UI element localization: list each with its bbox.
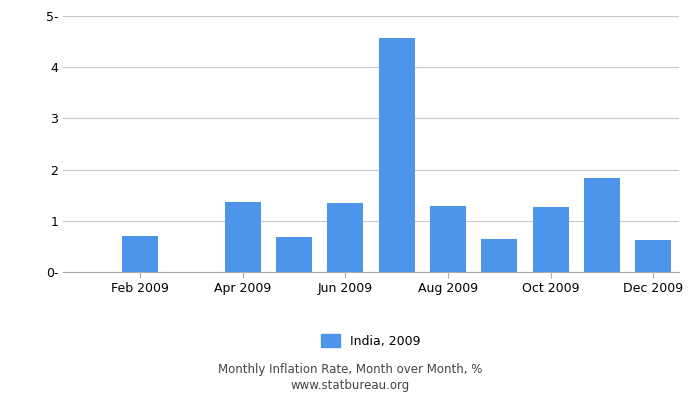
Bar [122,236,158,272]
Bar [276,237,312,272]
Text: Monthly Inflation Rate, Month over Month, %: Monthly Inflation Rate, Month over Month… [218,364,482,376]
Bar [225,202,260,272]
Bar [533,208,568,272]
Bar [636,240,671,272]
Bar [379,38,414,272]
Bar [430,206,466,272]
Bar [482,239,517,272]
Text: www.statbureau.org: www.statbureau.org [290,380,410,392]
Legend: India, 2009: India, 2009 [316,330,426,353]
Bar [584,178,620,272]
Bar [328,203,363,272]
